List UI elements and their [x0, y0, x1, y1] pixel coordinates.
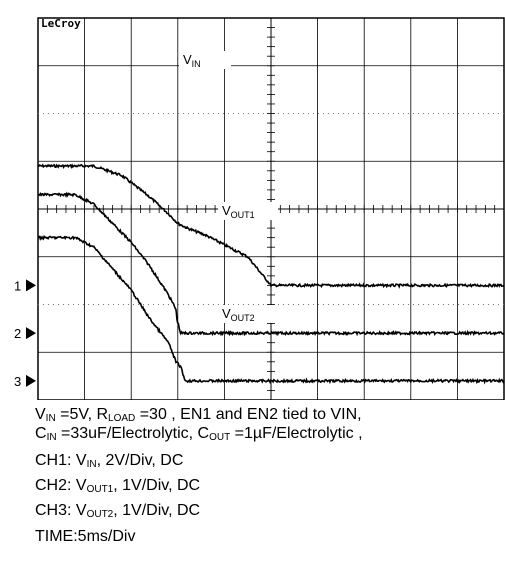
caption-line-2: CIN =33uF/Electrolytic, COUT =1µF/Electr… [35, 425, 363, 443]
trace-label-bg [218, 305, 278, 323]
brand-logo: LeCroy [41, 17, 81, 30]
channel-marker-1: 1 [14, 278, 21, 293]
caption-ch1: CH1: VIN, 2V/Div, DC [35, 452, 184, 470]
channel-marker-arrow [26, 279, 36, 292]
trace-ch2 [37, 191, 505, 337]
trace-ch3 [37, 234, 505, 385]
channel-marker-arrow [26, 327, 36, 340]
trace-label-subscript: OUT2 [231, 313, 255, 323]
caption-ch3: CH3: VOUT2, 1V/Div, DC [35, 502, 201, 520]
caption-time: TIME:5ms/Div [35, 528, 136, 545]
trace-label-subscript: OUT1 [231, 210, 255, 220]
trace-label-bg [218, 202, 278, 220]
trace-label-bg [179, 51, 231, 69]
channel-marker-3: 3 [14, 374, 21, 389]
trace-ch1 [37, 163, 505, 289]
caption-ch2: CH2: VOUT1, 1V/Div, DC [35, 477, 201, 495]
caption-line-1: VIN =5V, RLOAD =30 , EN1 and EN2 tied to… [35, 406, 362, 424]
channel-marker-arrow [26, 374, 36, 387]
channel-markers: 1 2 3 [14, 278, 36, 389]
traces [37, 163, 505, 385]
channel-marker-2: 2 [14, 326, 21, 341]
trace-label-subscript: IN [192, 59, 201, 69]
